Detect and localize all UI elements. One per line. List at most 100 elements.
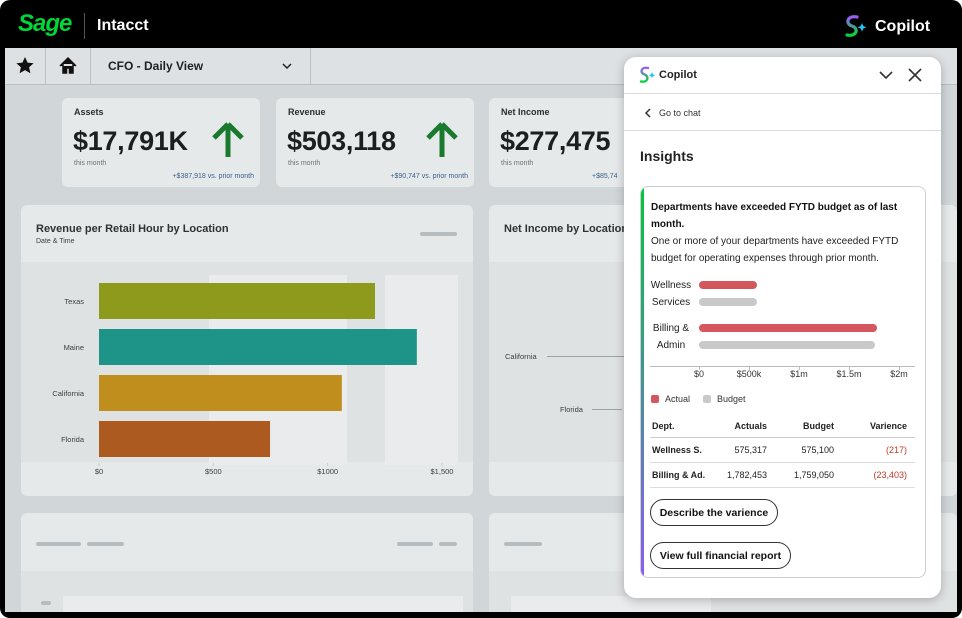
x-tick-label: $0 — [95, 467, 103, 476]
view-dropdown[interactable]: CFO - Daily View — [91, 48, 311, 84]
trend-up-icon — [426, 122, 458, 157]
row-divider — [650, 487, 915, 488]
placeholder — [511, 596, 711, 612]
tick-mark — [749, 367, 750, 370]
kpi-value: $503,118 — [287, 126, 396, 156]
kpi-value: $277,475 — [500, 126, 611, 156]
copilot-icon[interactable] — [842, 13, 868, 41]
bar — [99, 283, 376, 319]
placeholder — [41, 601, 51, 605]
x-tick-label: $0 — [693, 369, 704, 379]
x-tick-label: $500k — [736, 369, 762, 379]
table-cell: 1,782,453 — [726, 470, 767, 480]
leader-line — [592, 409, 622, 410]
placeholder — [397, 542, 433, 546]
category-label: Florida — [560, 405, 583, 414]
axis-line — [650, 366, 915, 367]
x-tick-label: $500 — [205, 467, 222, 476]
table-cell: Varience — [869, 421, 907, 431]
section-title: Insights — [640, 148, 694, 164]
legend-swatch — [703, 395, 711, 403]
placeholder — [420, 232, 457, 236]
y-tick-label: Maine — [64, 343, 84, 352]
insight-chart: Wellness Services Billing & Admin $0 $500k $… — [641, 187, 925, 577]
leader-line — [547, 356, 637, 357]
legend-label: Actual — [665, 394, 691, 404]
row-divider — [650, 437, 915, 438]
category-label: Wellness Services — [650, 280, 692, 308]
copilot-launcher[interactable]: Copilot — [875, 18, 931, 35]
insight-body: One or more of your departments have exc… — [651, 236, 899, 264]
placeholder — [504, 542, 542, 546]
plot-column — [385, 275, 458, 465]
bar — [99, 421, 271, 457]
action-button[interactable]: Describe the varience — [650, 499, 778, 526]
brand-logo[interactable]: Sage — [18, 10, 72, 37]
action-button[interactable]: View full financial report — [650, 542, 791, 569]
back-link[interactable]: Go to chat — [659, 108, 701, 118]
close-button[interactable] — [907, 67, 923, 83]
row-label: Billing & Ad. — [652, 470, 706, 480]
table-cell: 1,759,050 — [793, 470, 834, 480]
kpi-label: Assets — [74, 107, 104, 117]
table-cell: (217) — [885, 445, 907, 455]
revenue-chart: $0 $500 $1000 $1,500 Texas Maine California Flo… — [52, 275, 458, 476]
table-cell: 575,317 — [734, 445, 767, 455]
product-name: Intacct — [97, 17, 149, 34]
category-label: Billing & Admin — [652, 323, 690, 351]
chart-title: Revenue per Retail Hour by Location — [36, 223, 229, 235]
back-icon[interactable] — [643, 107, 653, 119]
placeholder — [36, 542, 81, 546]
x-tick-label: $1.5m — [836, 369, 862, 379]
placeholder — [439, 542, 457, 546]
tick-mark — [849, 367, 850, 370]
kpi-label: Net Income — [501, 107, 550, 117]
divider — [624, 93, 941, 94]
bar — [699, 324, 878, 332]
y-tick-label: Texas — [64, 297, 84, 306]
copilot-icon — [639, 66, 656, 83]
bar — [699, 341, 875, 349]
category-label: California — [505, 352, 537, 361]
table-cell: (23,403) — [873, 470, 907, 480]
kpi-value: $17,791K — [73, 126, 188, 156]
kpi-delta: +$387,918 vs. prior month — [172, 173, 254, 180]
x-tick-label: $1m — [790, 369, 808, 379]
legend-swatch — [651, 395, 659, 403]
collapse-button[interactable] — [878, 68, 894, 82]
y-tick-label: California — [52, 389, 85, 398]
favorites-button[interactable] — [5, 48, 46, 84]
x-tick-label: $1,500 — [431, 467, 454, 476]
home-button[interactable] — [46, 48, 91, 84]
row-label: Dept. — [652, 421, 675, 431]
view-name: CFO - Daily View — [108, 59, 204, 73]
insight-headline: Departments have exceeded FYTD budget as… — [651, 202, 898, 230]
kpi-card: Revenue $503,118 this month +$90,747 vs. pr… — [276, 98, 474, 187]
tick-mark — [699, 367, 700, 370]
placeholder — [87, 542, 124, 546]
copilot-panel: Copilot Go to chat Insights Departments … — [624, 57, 941, 598]
revenue-chart-card: Revenue per Retail Hour by Location Date… — [21, 205, 473, 496]
bar — [99, 329, 417, 365]
accent-bar — [641, 187, 644, 577]
bar — [99, 375, 342, 411]
chart-title: Net Income by Location — [504, 223, 629, 235]
kpi-period: this month — [288, 160, 321, 167]
variance-table: Dept. Actuals Budget Varience Wellness S. 575… — [641, 187, 925, 577]
table-cell: 575,100 — [801, 445, 834, 455]
tick-mark — [799, 367, 800, 370]
y-tick-label: Florida — [61, 435, 85, 444]
kpi-period: this month — [74, 160, 107, 167]
legend-label: Budget — [717, 394, 746, 404]
divider — [624, 130, 941, 131]
placeholder — [63, 596, 463, 612]
table-cell: Actuals — [734, 421, 767, 431]
kpi-delta: +$90,747 vs. prior month — [390, 173, 468, 180]
arrow — [212, 122, 244, 157]
table-cell: Budget — [803, 421, 834, 431]
chart-subtitle: Date & Time — [36, 238, 75, 245]
x-tick-label: $2m — [890, 369, 908, 379]
kpi-delta: +$85,74 — [592, 173, 618, 180]
trend-up-icon — [212, 122, 244, 157]
